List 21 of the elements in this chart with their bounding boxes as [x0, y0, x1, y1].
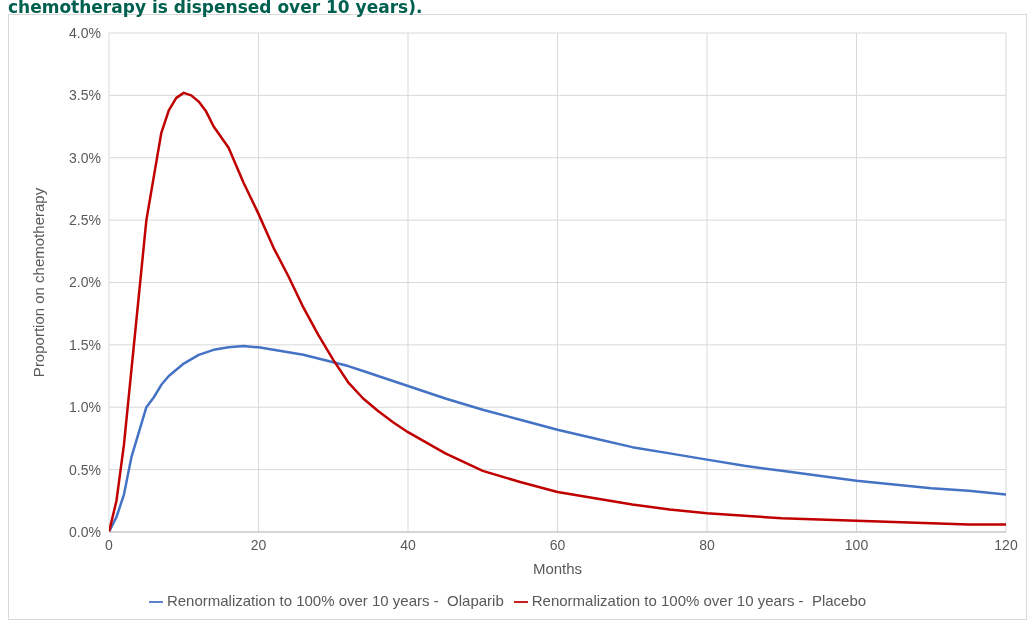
- y-tick-label: 3.0%: [69, 149, 101, 166]
- x-tick-label: 120: [994, 536, 1018, 553]
- legend-label: Renormalization to 100% over 10 years - Placebo: [531, 591, 867, 609]
- x-tick-label: 20: [250, 536, 267, 553]
- y-tick-label: 1.5%: [69, 336, 101, 353]
- y-axis-title: Proportion on chemotherapy: [30, 187, 48, 378]
- y-tick-label: 4.0%: [69, 24, 101, 41]
- y-tick-label: 0.0%: [69, 523, 101, 540]
- x-tick-label: 40: [400, 536, 416, 553]
- legend-label: Renormalization to 100% over 10 years - Olaparib: [166, 591, 504, 609]
- y-tick-label: 3.5%: [69, 87, 101, 104]
- y-tick-label: 0.5%: [69, 461, 101, 478]
- x-tick-label: 60: [549, 536, 566, 553]
- y-tick-label: 2.0%: [69, 274, 101, 291]
- x-tick-label: 80: [699, 536, 715, 553]
- y-tick-label: 1.0%: [69, 399, 101, 416]
- x-tick-label: 100: [844, 536, 869, 553]
- x-tick-label: 0: [105, 536, 114, 553]
- y-tick-label: 2.5%: [69, 212, 101, 229]
- chart-title: chemotherapy is dispensed over 10 years).: [8, 0, 424, 17]
- x-axis-title: Months: [532, 559, 583, 577]
